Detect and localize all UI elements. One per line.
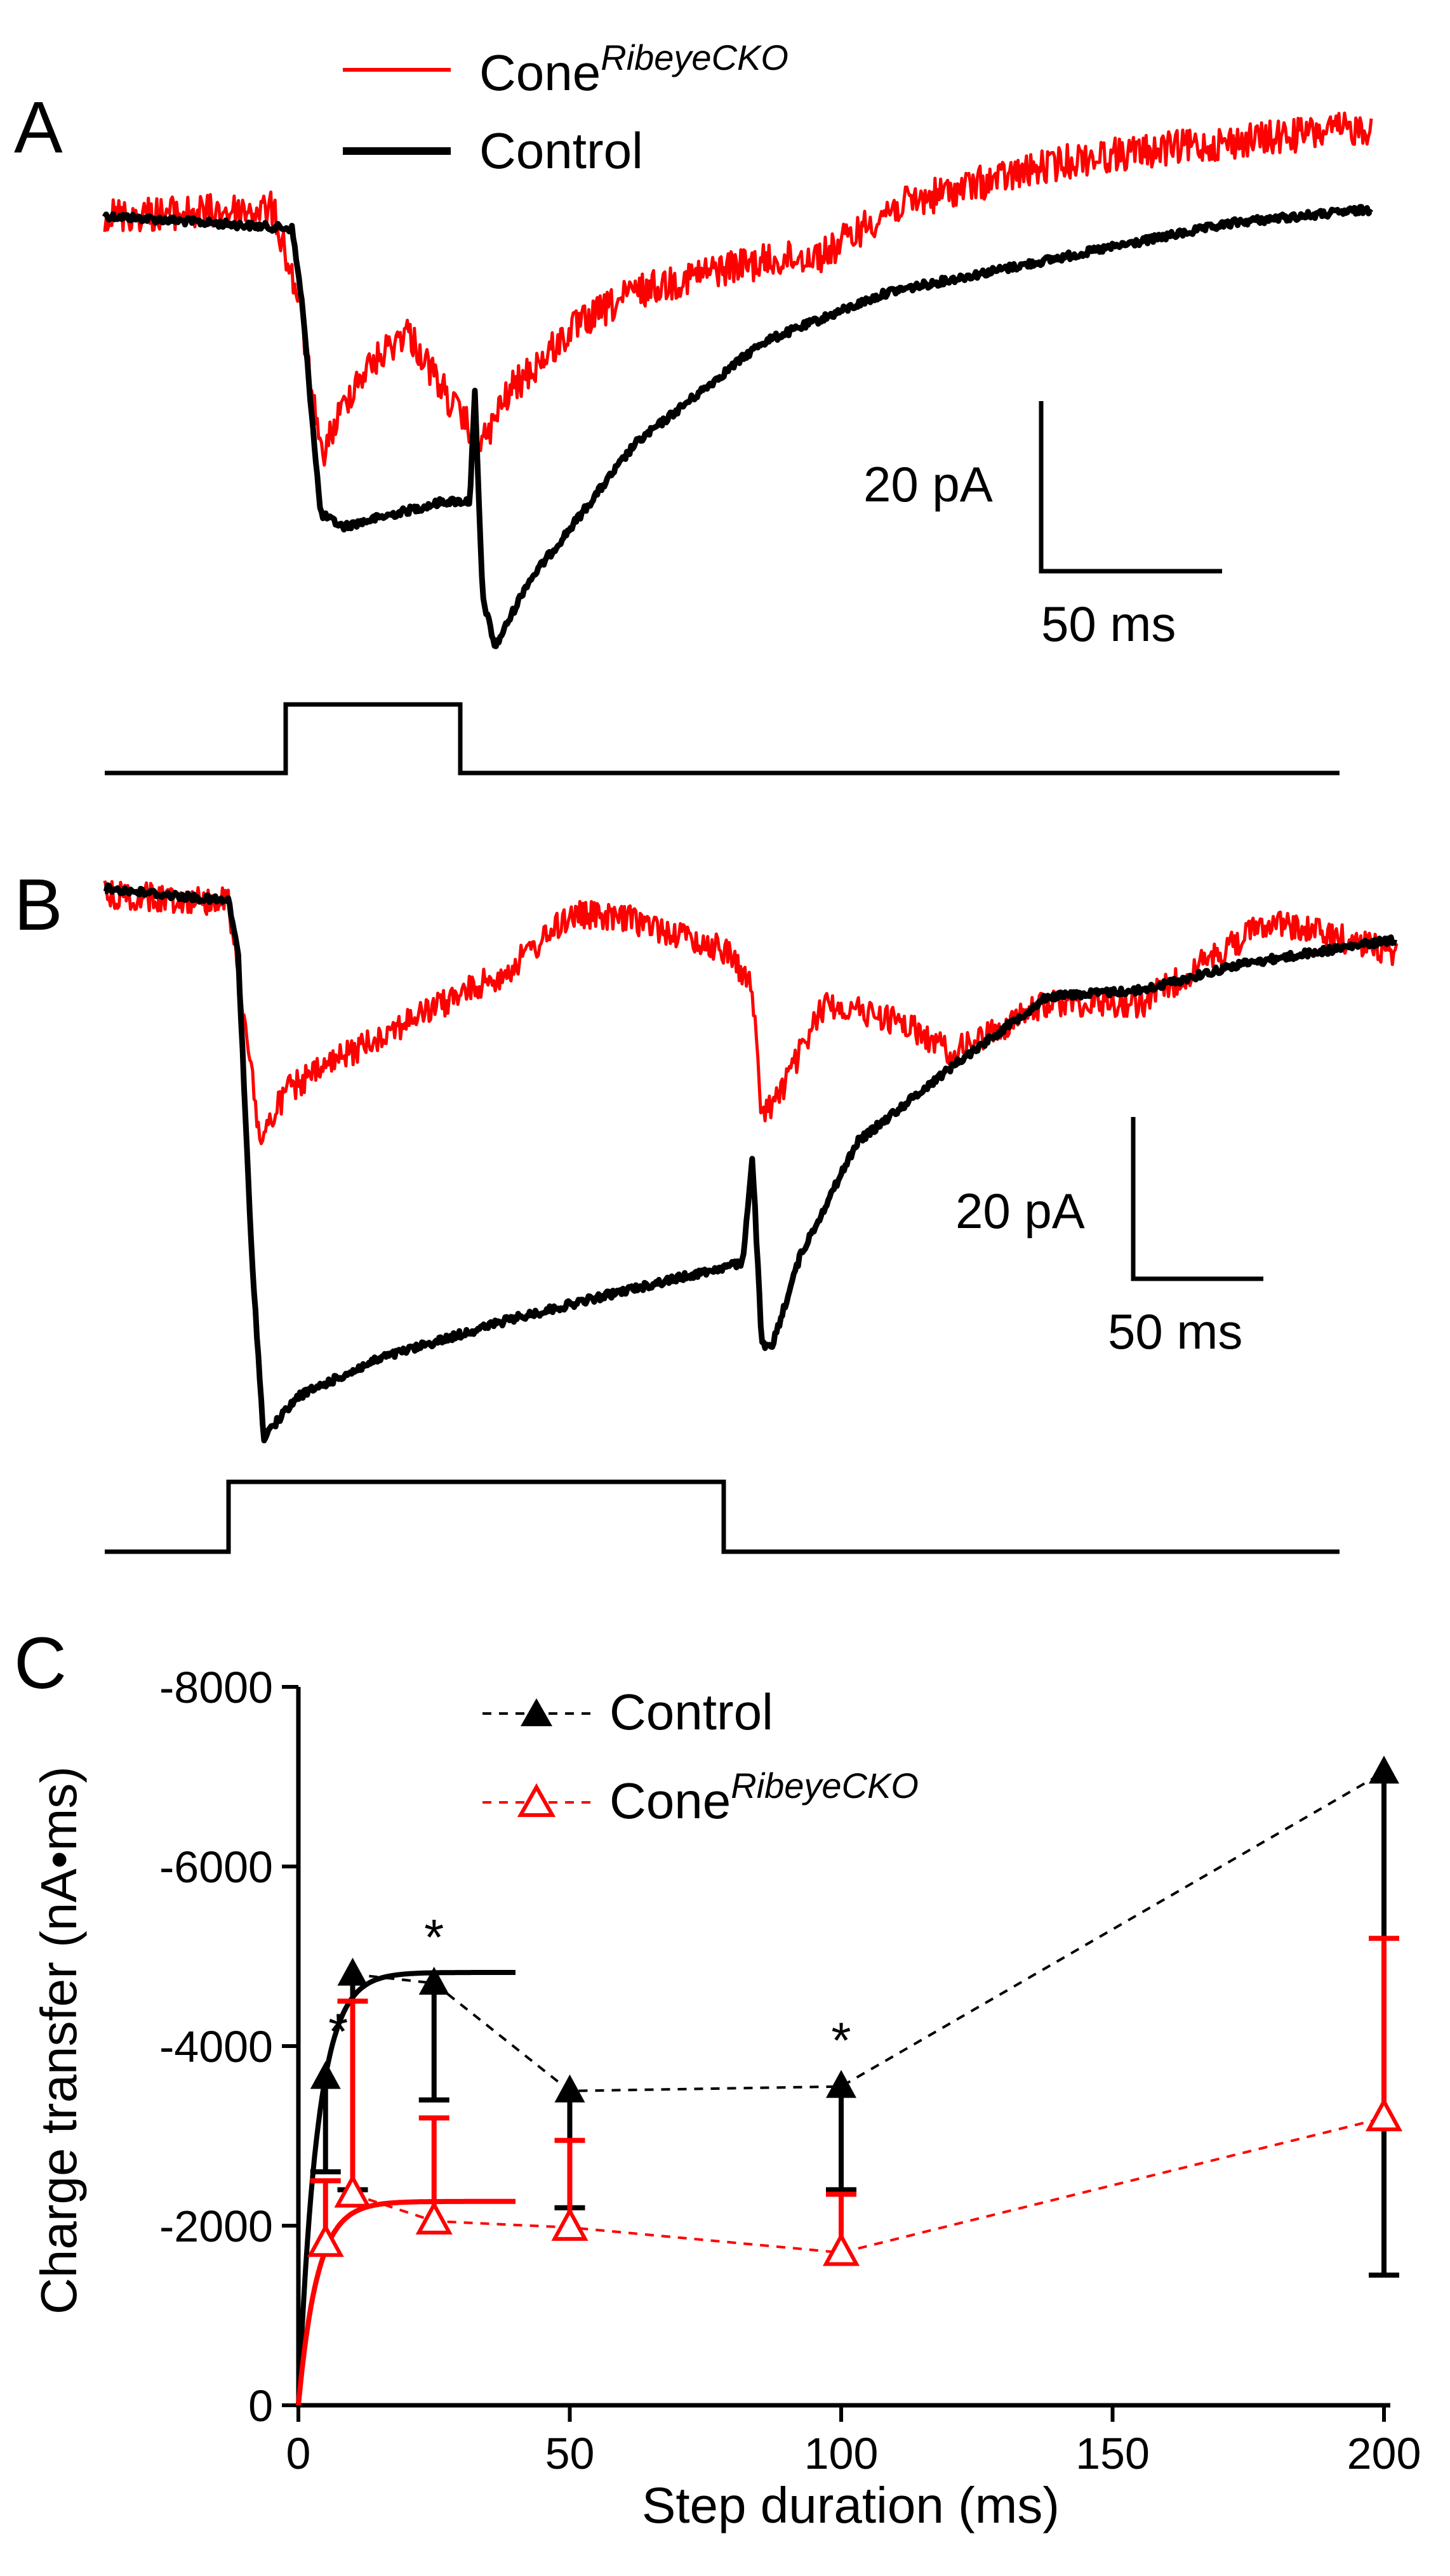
data-point — [551, 2207, 589, 2241]
data-point — [418, 1966, 449, 1995]
y-tick-label: -2000 — [159, 2202, 273, 2251]
panel-a: A ConeRibeyeCKO Control 20 pA 50 ms — [14, 37, 1374, 776]
x-tick-label: 0 — [286, 2429, 311, 2478]
data-point — [337, 1957, 368, 1986]
fit-curve — [296, 2198, 515, 2406]
legend-control-marker — [521, 1698, 552, 1726]
data-point — [307, 2223, 344, 2257]
y-tick-label: -4000 — [159, 2022, 273, 2071]
scale-bar-a — [1039, 401, 1222, 574]
axis-ticks: 0 50 100 150 200 0 -2000 -4000 -6000 -8000 — [159, 1663, 1421, 2478]
scale-bar-b — [1131, 1117, 1263, 1281]
stimulus-step-b — [105, 1479, 1340, 1554]
significance-marker: * — [831, 2012, 851, 2069]
data-point — [826, 2070, 856, 2098]
series-connector — [352, 1771, 1385, 2092]
chart-legend: Control ConeRibeyeCKO — [482, 1684, 919, 1829]
legend-control-label: Control — [479, 122, 643, 179]
data-point — [822, 2232, 860, 2266]
y-tick-label: -8000 — [159, 1663, 273, 1712]
significance-marker: * — [328, 2004, 348, 2060]
y-tick-label: -6000 — [159, 1842, 273, 1892]
legend-ko-label: ConeRibeyeCKO — [479, 37, 788, 101]
data-point — [310, 2061, 341, 2089]
scale-b-current: 20 pA — [955, 1183, 1085, 1239]
panel-c: C 0 50 100 150 200 0 -2000 -4000 -6000 -8000 Char… — [14, 1623, 1421, 2533]
data-point — [554, 2074, 585, 2103]
trace-a-control — [102, 204, 1374, 649]
scale-b-time: 50 ms — [1108, 1304, 1242, 1359]
trace-a-ribeye-cko — [103, 111, 1373, 467]
x-tick-label: 150 — [1075, 2429, 1150, 2478]
fit-curve — [296, 1970, 515, 2406]
legend-ko-text: ConeRibeyeCKO — [609, 1766, 919, 1829]
y-axis-label: Charge transfer (nA•ms) — [30, 1766, 87, 2315]
scale-a-current: 20 pA — [863, 456, 993, 512]
panel-a-letter: A — [14, 87, 63, 168]
panel-b-letter: B — [14, 864, 63, 946]
series-connector — [352, 2117, 1385, 2254]
x-tick-label: 50 — [545, 2429, 595, 2478]
chart-marks: * * * — [296, 1755, 1403, 2406]
data-point — [1369, 1755, 1399, 1784]
panel-b: B 20 pA 50 ms — [14, 864, 1399, 1554]
panel-c-letter: C — [14, 1623, 67, 1704]
data-point — [334, 2174, 371, 2208]
data-point — [1365, 2097, 1403, 2132]
scale-a-time: 50 ms — [1041, 596, 1176, 652]
significance-marker: * — [424, 1909, 444, 1965]
data-point — [415, 2200, 453, 2235]
x-tick-label: 200 — [1347, 2429, 1421, 2478]
legend-control-text: Control — [609, 1684, 773, 1740]
legend-ko-marker — [517, 1783, 556, 1817]
y-tick-label: 0 — [248, 2381, 273, 2431]
trace-b-ribeye-cko — [103, 880, 1399, 1146]
stimulus-step-a — [105, 702, 1340, 776]
trace-b-control — [103, 882, 1399, 1444]
x-axis-label: Step duration (ms) — [642, 2477, 1060, 2533]
x-tick-label: 100 — [804, 2429, 879, 2478]
